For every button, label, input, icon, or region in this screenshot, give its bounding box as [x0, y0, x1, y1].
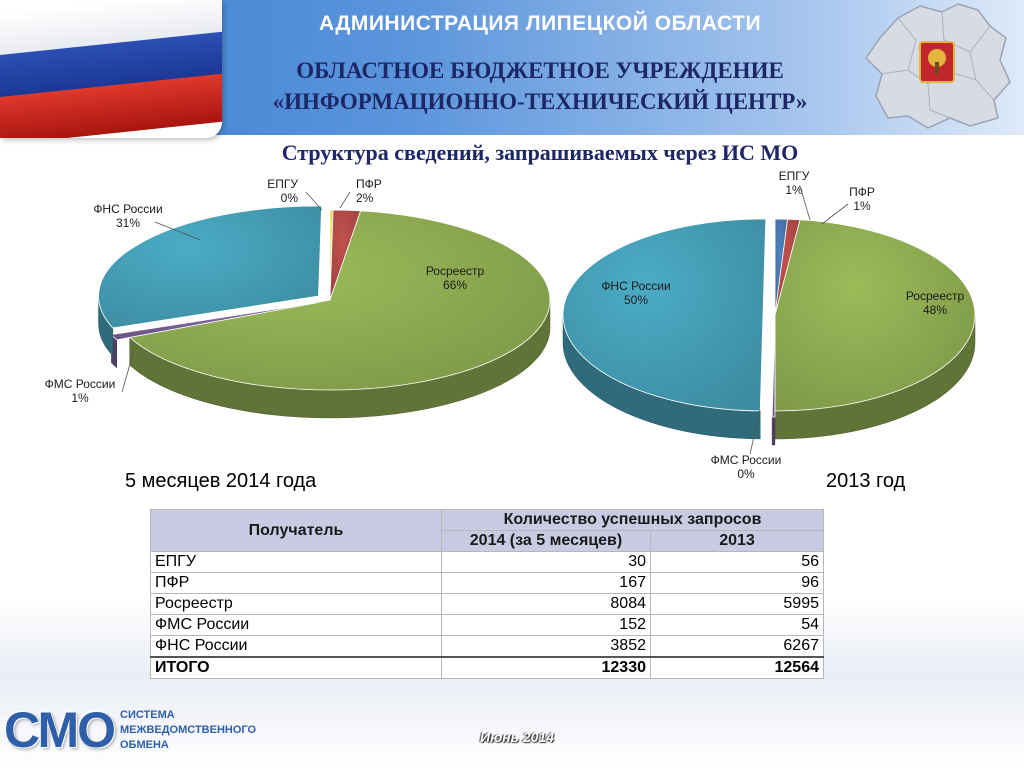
pie-label-value: 1% [785, 183, 803, 197]
row-2013: 96 [650, 572, 824, 594]
pie-label-name: Росреестр [906, 289, 965, 303]
pie-label-name: ПФР [356, 177, 382, 191]
pie-slice-side [771, 416, 776, 446]
row-2013: 54 [650, 614, 824, 636]
pie-label-value: 66% [443, 278, 467, 292]
pie-label-value: 1% [853, 199, 871, 213]
logo-text-line2: МЕЖВЕДОМСТВЕННОГО [120, 724, 257, 736]
pie-label-value: 50% [624, 293, 648, 307]
table-row: ФНС России 3852 6267 [150, 635, 824, 658]
row-name: ФНС России [150, 635, 442, 658]
pie-label-value: 1% [71, 391, 89, 405]
pie-slice-ФМС России [771, 320, 776, 418]
smo-logo-text: СИСТЕМА МЕЖВЕДОМСТВЕННОГО ОБМЕНА [120, 708, 290, 753]
pie-label-name: ФМС России [45, 377, 116, 391]
pie-slice-ФНС России [98, 205, 323, 329]
chart-2014-title: 5 месяцев 2014 года [125, 470, 317, 492]
pie-slice-Росреестр [774, 219, 976, 412]
table-row: ПФР 167 96 [150, 572, 824, 594]
row-name: ПФР [150, 572, 442, 594]
row-2014: 30 [441, 551, 651, 573]
row-name: ФМС России [150, 614, 442, 636]
requests-table: Получатель Количество успешных запросов … [150, 509, 824, 679]
pie-label-value: 0% [737, 467, 755, 481]
admin-title: АДМИНИСТРАЦИЯ ЛИПЕЦКОЙ ОБЛАСТИ [318, 12, 762, 35]
row-2013: 56 [650, 551, 824, 573]
row-2013: 5995 [650, 593, 824, 615]
pie-slice-Росреестр [128, 210, 551, 391]
total-2014: 12330 [441, 656, 651, 679]
row-2013: 6267 [650, 635, 824, 658]
row-2014: 3852 [441, 635, 651, 658]
logo-text-line3: ОБМЕНА [120, 739, 169, 751]
row-2014: 167 [441, 572, 651, 594]
region-map-icon [865, 3, 1011, 129]
pie-label-name: ЕПГУ [267, 177, 298, 191]
row-2014: 152 [441, 614, 651, 636]
col-recipient-header: Получатель [150, 509, 442, 552]
pie-label-value: 31% [116, 216, 140, 230]
col-2014-header: 2014 (за 5 месяцев) [441, 530, 651, 552]
leader-lines [121, 185, 849, 455]
row-2014: 8084 [441, 593, 651, 615]
pie-label-value: 2% [356, 191, 374, 205]
row-name: ЕПГУ [150, 551, 442, 573]
pie-label-name: ФМС России [711, 453, 782, 467]
table-row: ФМС России 152 54 [150, 614, 824, 636]
pie-label-name: ЕПГУ [779, 169, 810, 183]
col-group-header: Количество успешных запросов [441, 509, 824, 531]
pie-label-name: Росреестр [426, 264, 485, 278]
pie-label-name: ФНС России [93, 202, 162, 216]
pie-label-name: ПФР [849, 185, 875, 199]
pie-label-name: ФНС России [601, 279, 670, 293]
pie-slice-ФНС России [562, 218, 767, 412]
russian-flag-image [0, 0, 222, 138]
org-name-line1: ОБЛАСТНОЕ БЮДЖЕТНОЕ УЧРЕЖДЕНИЕ [296, 58, 784, 83]
smo-logo-mark: СМО [4, 702, 116, 758]
chart-2013-title: 2013 год [826, 470, 906, 492]
pie-label-value: 48% [923, 303, 947, 317]
slide-title: Структура сведений, запрашиваемых через … [281, 140, 799, 165]
total-name: ИТОГО [150, 656, 442, 679]
org-name-line2: «ИНФОРМАЦИОННО-ТЕХНИЧЕСКИЙ ЦЕНТР» [272, 89, 808, 114]
table-row: ЕПГУ 30 56 [150, 551, 824, 573]
pie-label-value: 0% [281, 191, 299, 205]
row-name: Росреестр [150, 593, 442, 615]
table-total-row: ИТОГО 12330 12564 [150, 656, 824, 679]
table-row: Росреестр 8084 5995 [150, 593, 824, 615]
col-2013-header: 2013 [650, 530, 824, 552]
logo-text-line1: СИСТЕМА [120, 709, 175, 721]
footer-date: Июнь 2014 [480, 729, 554, 745]
total-2013: 12564 [650, 656, 824, 679]
